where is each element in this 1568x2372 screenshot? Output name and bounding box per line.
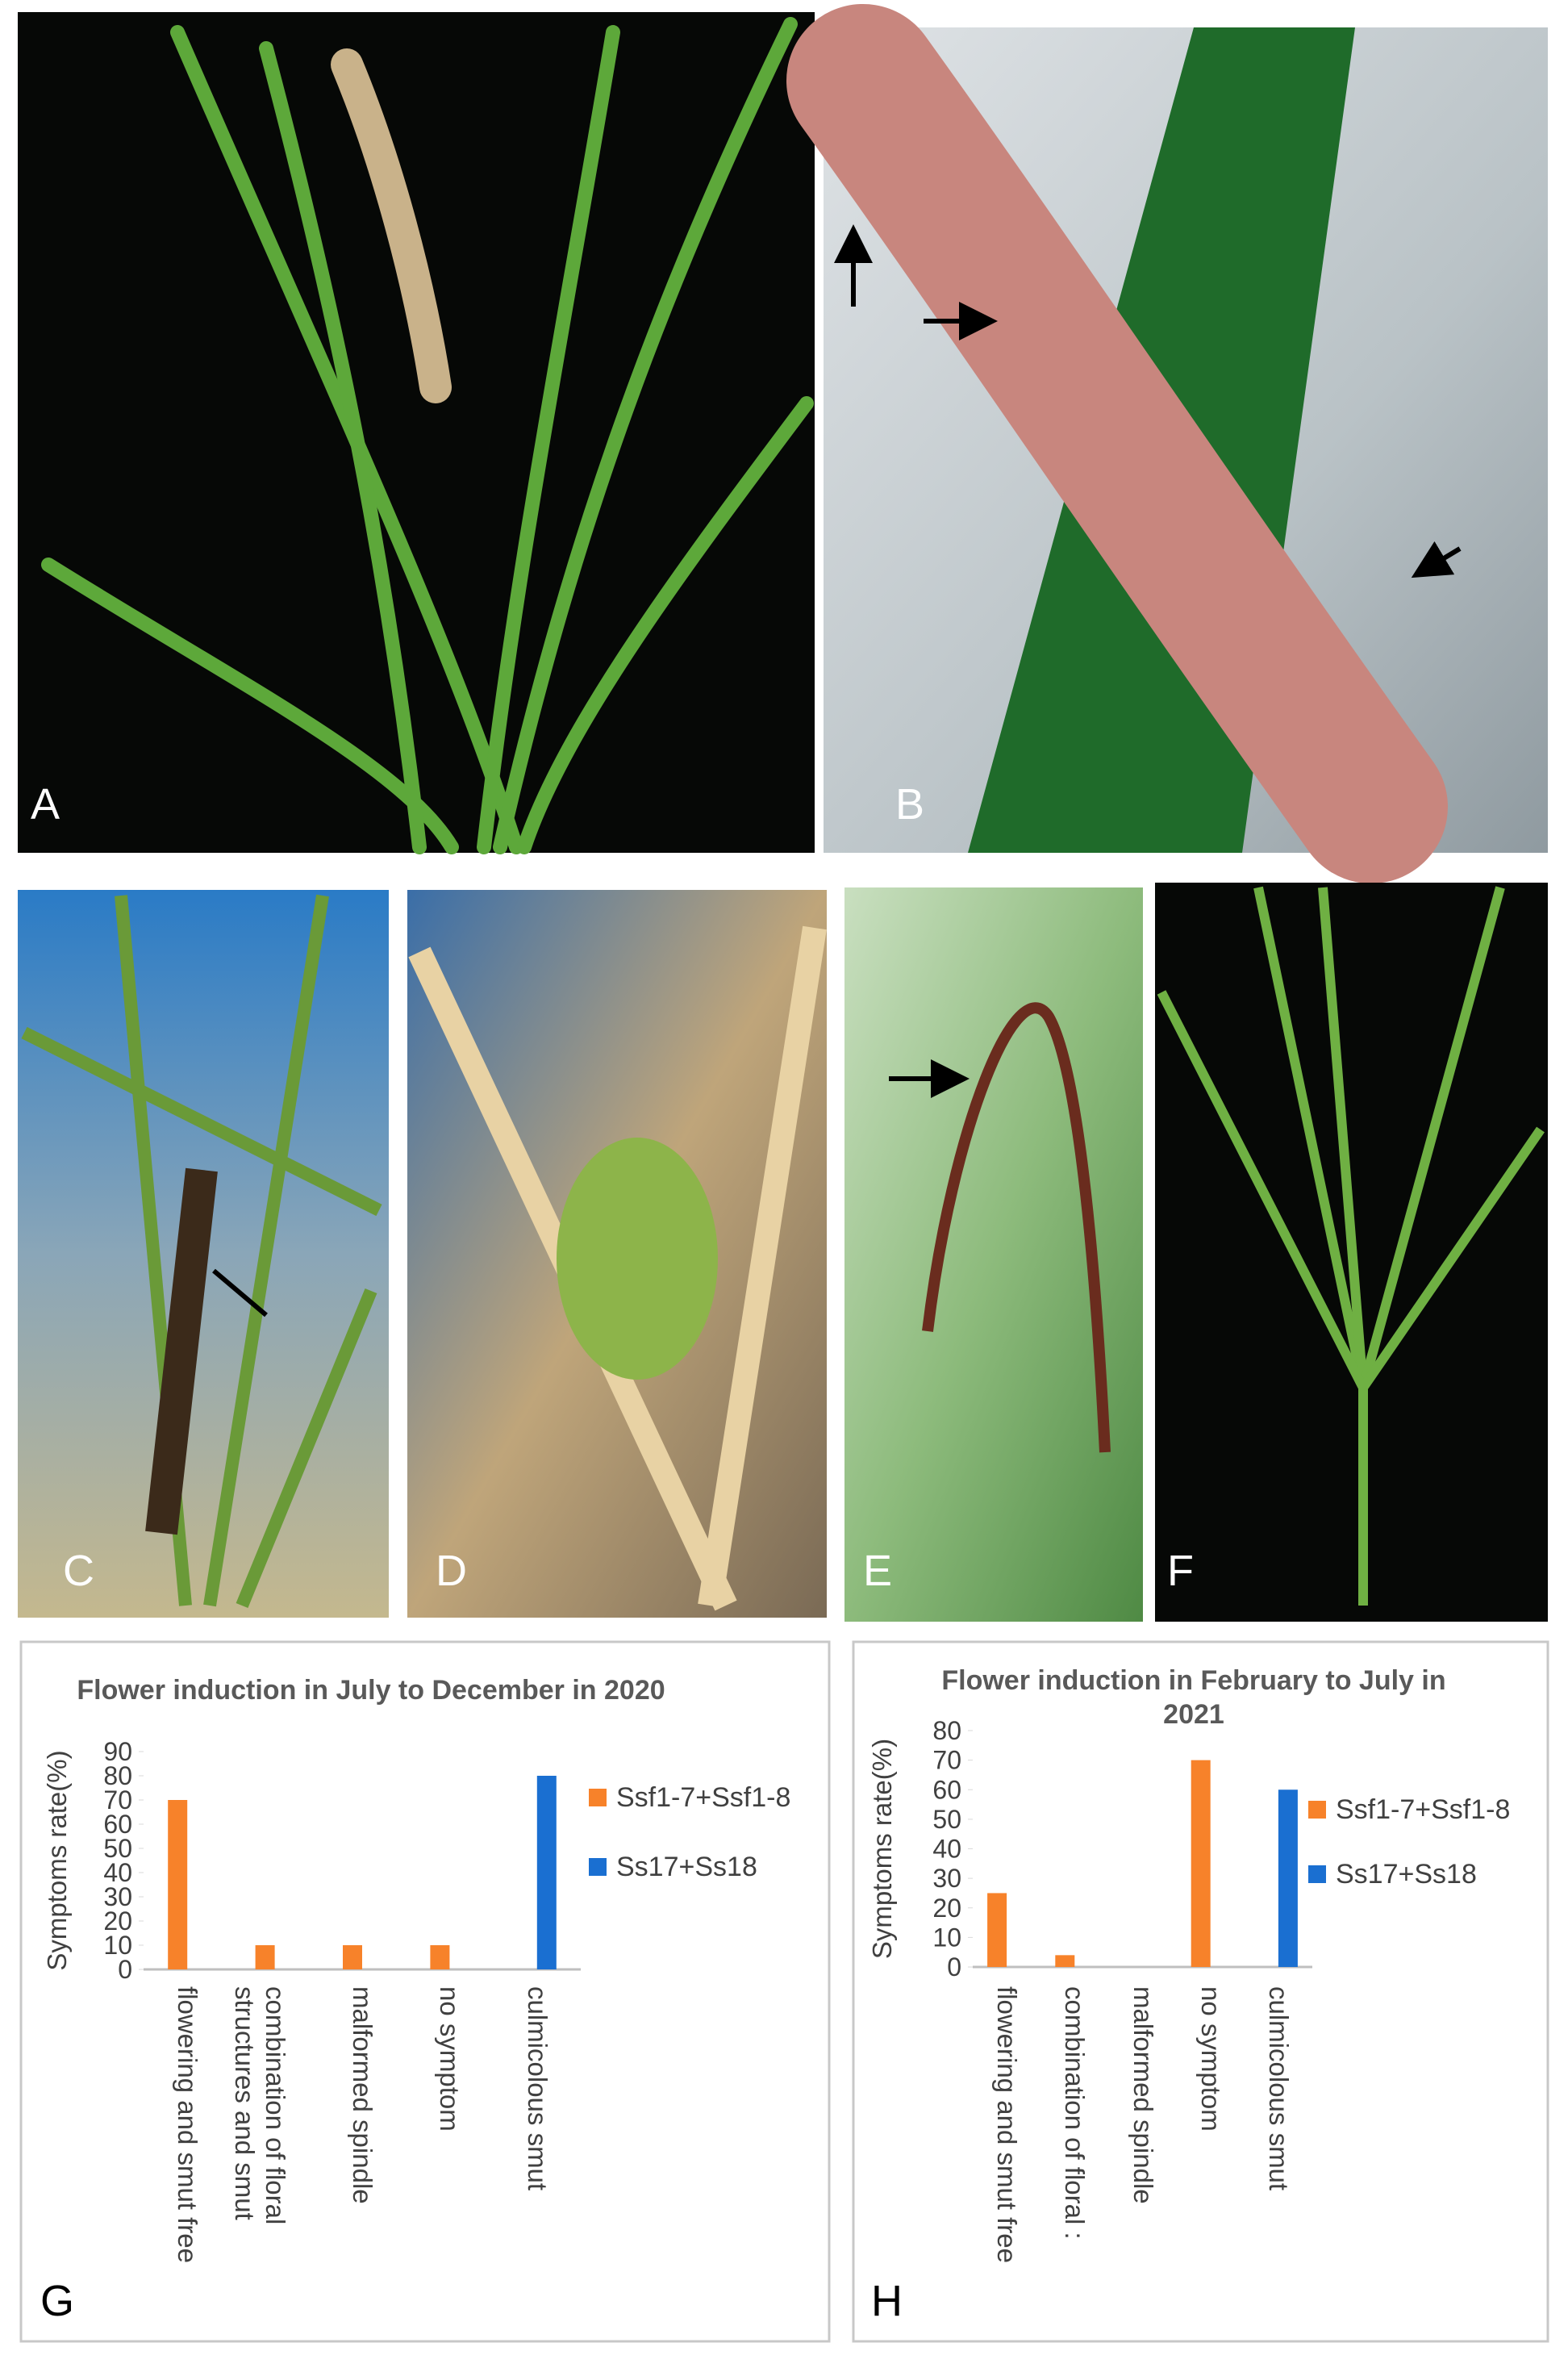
y-tick-label: 40 <box>103 1858 132 1887</box>
panel-letter: D <box>436 1547 467 1595</box>
bar <box>255 1945 275 1969</box>
legend-label: Ssf1-7+Ssf1-8 <box>1336 1794 1510 1825</box>
y-tick-label: 50 <box>932 1805 961 1834</box>
x-tick-label: culmicolous smut <box>1263 1986 1294 2191</box>
bar <box>536 1776 557 1969</box>
photo-e <box>844 887 1143 1622</box>
legend-swatch <box>589 1789 607 1806</box>
arrow <box>212 1268 268 1318</box>
y-tick-label: 10 <box>103 1931 132 1960</box>
x-tick-label: culmicolous smut <box>522 1986 553 2191</box>
legend-label: Ssf1-7+Ssf1-8 <box>616 1782 790 1813</box>
y-axis-label: Symptoms rate(%) <box>867 1739 897 1959</box>
y-tick-label: 10 <box>932 1923 961 1952</box>
panel-letter: B <box>895 780 924 829</box>
bar <box>168 1800 188 1969</box>
y-tick-label: 0 <box>118 1955 132 1984</box>
x-tick-label: combination of floral : <box>1060 1986 1091 2240</box>
y-tick-label: 90 <box>103 1737 132 1766</box>
chart-frame <box>19 1640 831 2343</box>
chart-title: Flower induction in July to December in … <box>77 1675 665 1706</box>
leaves <box>41 17 814 854</box>
bar <box>343 1945 362 1969</box>
photo-a <box>18 12 815 853</box>
y-tick-label: 60 <box>103 1810 132 1839</box>
y-tick-label: 20 <box>103 1906 132 1936</box>
spike <box>786 4 1448 883</box>
panel-letter: G <box>40 2277 74 2325</box>
bar <box>430 1945 450 1969</box>
y-tick-label: 50 <box>103 1834 132 1863</box>
arrows <box>834 224 1462 578</box>
x-tick-label: malformed spindle <box>1128 1986 1158 2204</box>
y-tick-label: 80 <box>103 1761 132 1790</box>
chart-title: Flower induction in February to July in … <box>941 1665 1446 1730</box>
y-tick-label: 60 <box>932 1775 961 1804</box>
panel-letter: C <box>63 1547 94 1595</box>
bar <box>987 1893 1007 1967</box>
x-tick-label: no symptom <box>435 1986 465 2132</box>
smut-whip <box>922 1002 1111 1453</box>
panel-letter: H <box>871 2277 903 2325</box>
x-tick-label: malformed spindle <box>348 1986 377 2204</box>
legend-swatch <box>1308 1801 1326 1819</box>
panel-letter: A <box>31 780 60 829</box>
panicle <box>331 48 452 403</box>
x-tick-label: no symptom <box>1195 1986 1226 2132</box>
chart-frame <box>852 1640 1549 2343</box>
smut <box>145 1167 218 1535</box>
y-tick-label: 20 <box>932 1894 961 1923</box>
x-tick-label: flowering and smut free <box>992 1986 1023 2264</box>
bar <box>1055 1955 1075 1967</box>
y-tick-label: 30 <box>103 1882 132 1911</box>
y-tick-label: 80 <box>932 1716 961 1745</box>
legend-swatch <box>589 1858 607 1876</box>
bar <box>1191 1760 1211 1967</box>
x-tick-label: combination of floral structures and smu… <box>229 1986 290 2225</box>
legend-label: Ss17+Ss18 <box>1336 1859 1477 1890</box>
y-tick-label: 0 <box>947 1952 961 1982</box>
y-tick-label: 70 <box>103 1785 132 1814</box>
legend-swatch <box>1308 1865 1326 1883</box>
leaves <box>21 894 382 1609</box>
panel-letter: F <box>1167 1547 1194 1595</box>
shoot <box>557 1138 718 1380</box>
y-axis-label: Symptoms rate(%) <box>42 1750 72 1970</box>
y-tick-label: 30 <box>932 1864 961 1893</box>
bar <box>1278 1789 1298 1967</box>
y-tick-label: 70 <box>932 1746 961 1775</box>
legend-label: Ss17+Ss18 <box>616 1852 757 1882</box>
y-tick-label: 40 <box>932 1835 961 1864</box>
x-tick-label: flowering and smut free <box>173 1986 203 2264</box>
leaves <box>1157 886 1545 1606</box>
panel-letter: E <box>863 1547 892 1595</box>
